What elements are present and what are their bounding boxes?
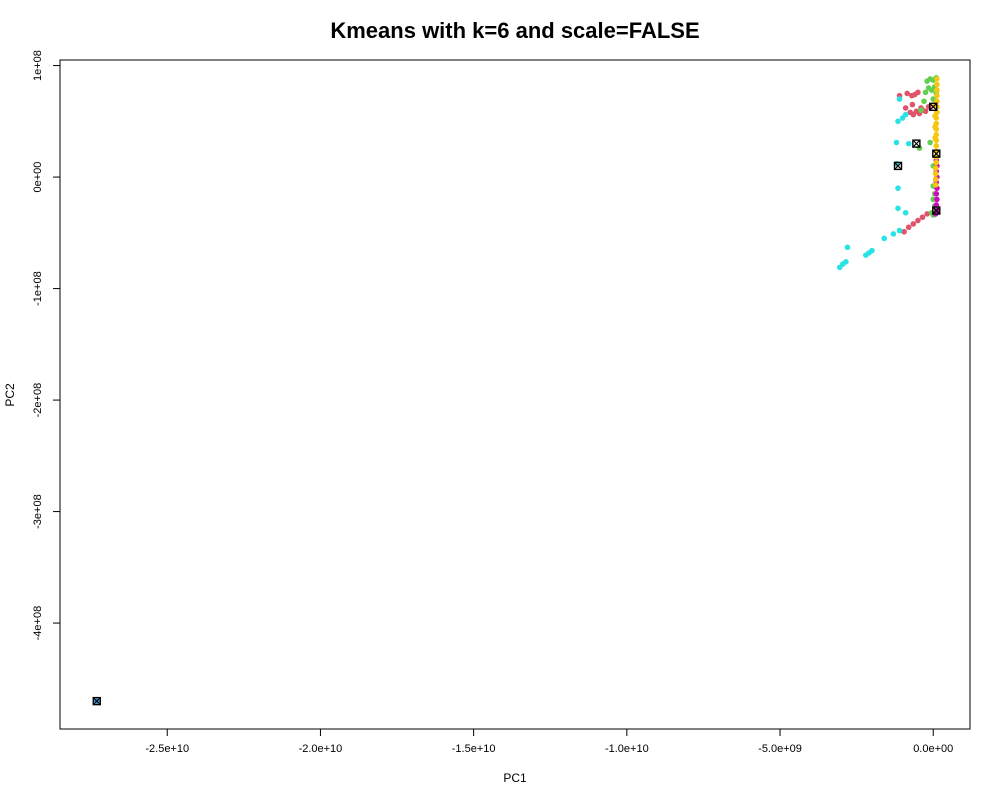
data-point	[902, 209, 909, 216]
data-point	[932, 135, 938, 141]
data-point	[863, 252, 869, 258]
x-tick-label: -2.5e+10	[145, 743, 189, 755]
data-point	[921, 98, 927, 105]
data-point	[910, 221, 917, 227]
data-point	[844, 244, 851, 251]
cluster-center-marker	[932, 149, 941, 158]
data-point	[934, 81, 940, 88]
data-point	[934, 196, 940, 203]
data-point	[918, 107, 924, 113]
data-point	[932, 124, 938, 130]
y-tick-label: -3e+08	[32, 494, 44, 529]
data-point	[934, 92, 940, 99]
data-point	[901, 228, 907, 235]
data-point	[932, 165, 939, 171]
y-axis-label: PC2	[3, 383, 17, 407]
data-point	[904, 90, 910, 97]
y-tick-label: -4e+08	[32, 606, 44, 641]
cluster-centers	[92, 102, 941, 706]
x-axis: -2.5e+10 -2.0e+10 -1.5e+10 -1.0e+10 -5.0e+09…	[145, 729, 953, 755]
x-tick-label: -1.0e+10	[605, 743, 649, 755]
y-tick-label: -1e+08	[32, 271, 44, 306]
data-point	[933, 143, 940, 149]
data-point	[922, 108, 929, 115]
data-point	[896, 96, 903, 102]
x-tick-label: -5.0e+09	[758, 743, 802, 755]
data-point	[896, 227, 903, 234]
cluster-center-marker	[932, 206, 941, 215]
cluster-center-marker	[893, 161, 903, 171]
data-point	[933, 191, 940, 197]
data-point	[902, 105, 909, 111]
chart-title: Kmeans with k=6 and scale=FALSE	[330, 18, 699, 43]
y-axis: 1e+08 0e+00 -1e+08 -2e+08 -3e+08 -4e+08	[32, 50, 60, 640]
y-tick-label: -2e+08	[32, 383, 44, 418]
data-point	[836, 264, 843, 271]
data-point	[902, 111, 909, 118]
plot-area-frame	[59, 59, 971, 730]
x-axis-label: PC1	[503, 771, 527, 785]
data-point	[890, 231, 897, 237]
data-point	[909, 101, 916, 108]
data-point	[927, 139, 933, 146]
data-point	[895, 185, 901, 192]
data-point	[932, 112, 938, 119]
x-tick-label: 0.0e+00	[913, 743, 953, 755]
data-point	[895, 118, 901, 125]
cluster-center-marker	[92, 696, 101, 706]
data-point	[905, 140, 912, 147]
x-tick-label: -2.0e+10	[299, 743, 343, 755]
data-point	[895, 205, 901, 212]
data-point	[932, 182, 939, 188]
data-point	[924, 211, 930, 217]
data-point	[915, 217, 921, 224]
data-point	[919, 214, 926, 221]
data-point	[893, 139, 900, 146]
cluster-4-points	[836, 96, 912, 271]
x-tick-label: -1.5e+10	[452, 743, 496, 755]
data-point	[905, 224, 912, 231]
data-points	[93, 75, 940, 704]
data-point	[881, 235, 888, 242]
data-point	[934, 76, 940, 82]
data-point	[933, 159, 940, 166]
data-point	[932, 170, 939, 177]
data-point	[922, 89, 929, 96]
y-tick-label: 1e+08	[32, 50, 44, 81]
y-tick-label: 0e+00	[32, 162, 44, 193]
cluster-center-marker	[929, 102, 938, 112]
data-point	[934, 87, 940, 93]
data-point	[932, 176, 939, 183]
cluster-center-marker	[912, 139, 921, 148]
data-point	[915, 89, 921, 96]
